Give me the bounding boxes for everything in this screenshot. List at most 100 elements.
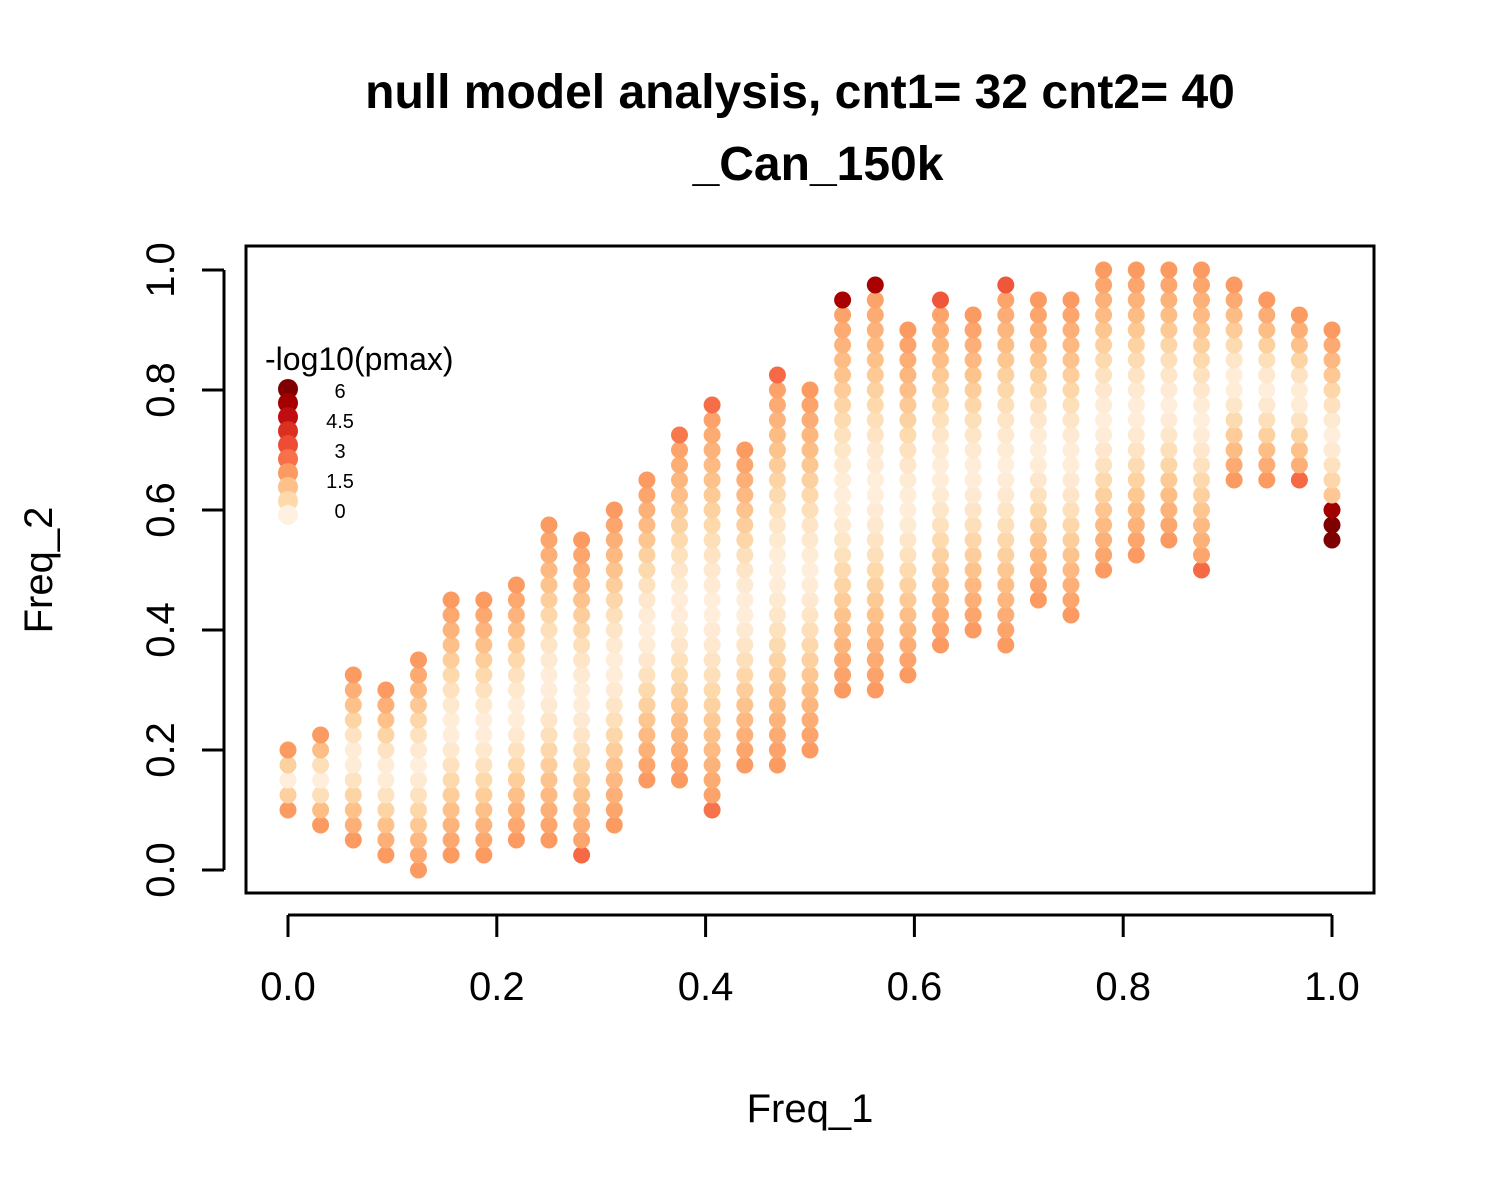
data-point xyxy=(671,711,688,729)
data-point xyxy=(1095,471,1113,489)
data-point xyxy=(1062,516,1080,534)
data-point xyxy=(1160,261,1178,279)
data-point xyxy=(932,411,949,429)
data-point xyxy=(768,651,786,669)
data-point xyxy=(866,351,884,369)
data-point xyxy=(377,681,395,699)
data-point xyxy=(475,846,493,864)
data-point xyxy=(1258,426,1276,444)
data-point xyxy=(1258,441,1276,459)
data-point xyxy=(1029,531,1047,549)
data-point xyxy=(866,366,884,384)
data-point xyxy=(1323,366,1341,384)
data-point xyxy=(540,651,558,669)
data-point xyxy=(932,531,949,549)
data-point xyxy=(377,831,395,849)
data-point xyxy=(899,366,917,384)
data-point xyxy=(312,726,330,744)
data-point xyxy=(703,666,721,684)
data-point xyxy=(866,546,884,564)
data-point xyxy=(703,696,721,714)
data-point xyxy=(312,741,330,759)
data-point xyxy=(638,561,656,579)
data-point xyxy=(1160,366,1178,384)
data-point xyxy=(736,666,754,684)
data-point xyxy=(834,291,852,309)
data-point xyxy=(638,741,656,759)
data-point xyxy=(1127,426,1145,444)
y-tick-label: 0.6 xyxy=(139,482,183,538)
data-point xyxy=(1290,306,1308,324)
data-point xyxy=(801,741,819,759)
data-point xyxy=(1193,396,1210,414)
data-point xyxy=(475,816,493,834)
data-point xyxy=(964,546,982,564)
x-tick-label: 0.2 xyxy=(469,965,525,1009)
data-point xyxy=(671,486,688,504)
data-point xyxy=(1062,366,1080,384)
data-point xyxy=(377,696,395,714)
data-point xyxy=(1029,411,1047,429)
data-point xyxy=(899,381,917,399)
data-point xyxy=(866,561,884,579)
data-point xyxy=(1095,561,1113,579)
data-point xyxy=(899,591,917,609)
data-point xyxy=(768,486,786,504)
data-point xyxy=(1127,336,1145,354)
data-point xyxy=(1225,321,1243,339)
data-point xyxy=(1127,411,1145,429)
data-point xyxy=(1258,471,1276,489)
data-point xyxy=(573,621,591,639)
data-point xyxy=(932,441,949,459)
data-point xyxy=(671,501,688,519)
data-point xyxy=(671,591,688,609)
data-point xyxy=(605,696,623,714)
data-point xyxy=(932,381,949,399)
chart-subtitle: _Can_150k xyxy=(692,138,944,191)
data-point xyxy=(1193,531,1210,549)
data-point xyxy=(1062,321,1080,339)
data-point xyxy=(768,396,786,414)
data-point xyxy=(1323,321,1341,339)
data-point xyxy=(899,396,917,414)
data-point xyxy=(703,711,721,729)
data-point xyxy=(442,831,460,849)
data-point xyxy=(1258,381,1276,399)
data-point xyxy=(344,741,362,759)
data-point xyxy=(997,396,1015,414)
data-point xyxy=(573,711,591,729)
data-point xyxy=(801,666,819,684)
data-point xyxy=(1290,336,1308,354)
data-point xyxy=(1258,306,1276,324)
data-point xyxy=(442,636,460,654)
data-point xyxy=(507,696,525,714)
data-point xyxy=(671,576,688,594)
data-point xyxy=(899,516,917,534)
data-point xyxy=(410,651,427,669)
data-point xyxy=(866,276,884,294)
data-point xyxy=(768,501,786,519)
data-point xyxy=(964,441,982,459)
data-point xyxy=(1323,351,1341,369)
data-point xyxy=(801,486,819,504)
data-point xyxy=(736,501,754,519)
data-point xyxy=(671,426,688,444)
data-point xyxy=(1095,456,1113,474)
data-point xyxy=(801,636,819,654)
data-point xyxy=(605,576,623,594)
data-point xyxy=(899,666,917,684)
data-point xyxy=(1193,351,1210,369)
data-point xyxy=(1193,456,1210,474)
data-point xyxy=(1193,291,1210,309)
data-point xyxy=(703,801,721,819)
data-point xyxy=(801,546,819,564)
data-point xyxy=(866,471,884,489)
data-point xyxy=(475,636,493,654)
data-point xyxy=(997,621,1015,639)
legend-swatch xyxy=(278,435,298,455)
data-point xyxy=(834,531,852,549)
data-point xyxy=(1323,396,1341,414)
data-point xyxy=(801,561,819,579)
data-point xyxy=(410,726,427,744)
